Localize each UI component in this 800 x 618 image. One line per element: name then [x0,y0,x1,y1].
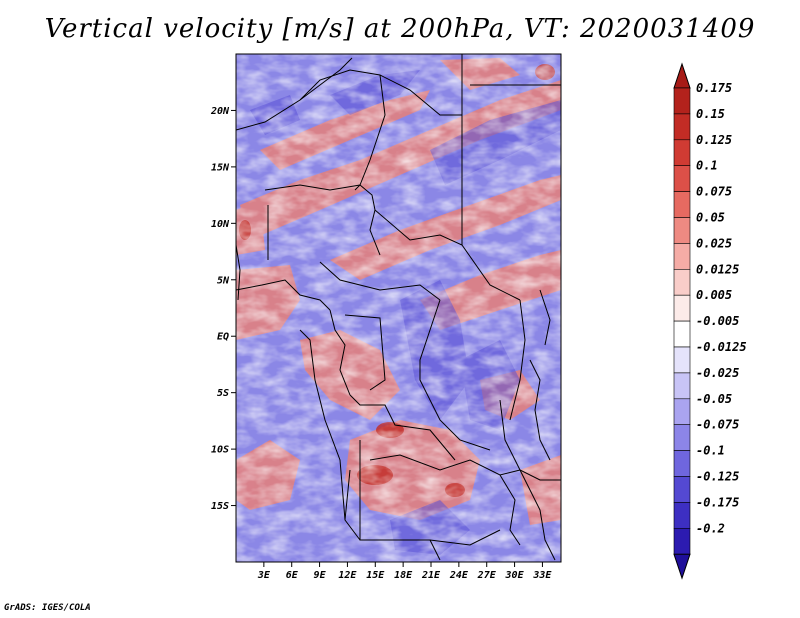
colorbar-label: -0.2 [696,521,725,535]
colorbar-label: -0.1 [696,444,725,458]
colorbar-segment [673,165,691,192]
lon-tick-label: 18E [394,570,413,581]
colorbar-segment [673,87,691,115]
colorbar-segment [673,372,691,400]
colorbar-segment [673,527,691,555]
lat-tick-label: 15N [211,162,230,173]
lon-tick-label: 33E [532,570,552,581]
lon-tick-label: 21E [421,570,441,581]
colorbar-label: -0.025 [696,366,739,380]
grads-credit: GrADS: IGES/COLA [4,603,91,613]
colorbar: 0.175 0.15 0.125 0.1 0.075 0.05 0.025 0.0125 0.0… [673,62,747,580]
lat-tick-label: EQ [217,332,229,343]
lat-tick-label: 15S [211,501,229,512]
colorbar-label: 0.125 [696,133,732,147]
lat-tick-label: 5S [217,388,229,399]
colorbar-label: -0.005 [696,314,739,328]
colorbar-label: -0.075 [696,418,739,432]
colorbar-segment [673,320,691,348]
colorbar-segment [673,424,691,451]
colorbar-segment [673,243,691,270]
colorbar-segment [673,294,691,322]
colorbar-label: -0.175 [696,495,739,509]
colorbar-label: -0.05 [696,392,732,406]
colorbar-segment [673,191,691,218]
country-boundaries [236,54,561,561]
lon-tick-label: 3E [257,570,271,581]
plot-frame [235,53,562,563]
lat-tick-label: 20N [210,106,230,117]
colorbar-segment [673,450,691,477]
colorbar-segment [673,398,691,425]
colorbar-top-arrow [673,62,691,89]
colorbar-segment [673,139,691,167]
lat-tick-label: 5N [217,275,230,286]
colorbar-label: 0.0125 [696,262,739,276]
colorbar-label: 0.1 [696,159,718,173]
velocity-field [236,54,561,562]
lon-tick-label: 12E [338,570,357,581]
colorbar-label: 0.175 [696,81,732,95]
colorbar-segment [673,113,691,141]
page-title: Vertical velocity [m/s] at 200hPa, VT: 2… [44,14,756,44]
longitude-axis: 3E 6E 9E 12E 15E 18E 21E 24E 27E 30E 33E [257,562,552,581]
colorbar-label: -0.0125 [696,340,747,354]
lat-tick-label: 10N [211,219,230,230]
colorbar-label: 0.05 [696,211,725,225]
colorbar-label: 0.025 [696,236,732,250]
colorbar-segment [673,268,691,296]
colorbar-segment [673,476,691,503]
colorbar-segment [673,502,691,529]
lon-tick-label: 6E [286,570,299,581]
lon-tick-label: 15E [366,570,385,581]
lon-tick-label: 27E [477,570,497,581]
lon-tick-label: 9E [314,570,327,581]
lon-tick-label: 30E [505,570,525,581]
colorbar-label: 0.005 [696,288,732,302]
colorbar-label: 0.075 [696,185,732,199]
colorbar-bottom-arrow [673,553,691,580]
colorbar-label: 0.15 [696,107,725,121]
colorbar-label: -0.125 [696,470,739,484]
colorbar-segment [673,217,691,244]
lon-tick-label: 24E [449,570,469,581]
lat-tick-label: 10S [211,445,229,456]
colorbar-segment [673,346,691,374]
latitude-axis: 20N 15N 10N 5N EQ 5S 10S 15S [210,106,236,512]
